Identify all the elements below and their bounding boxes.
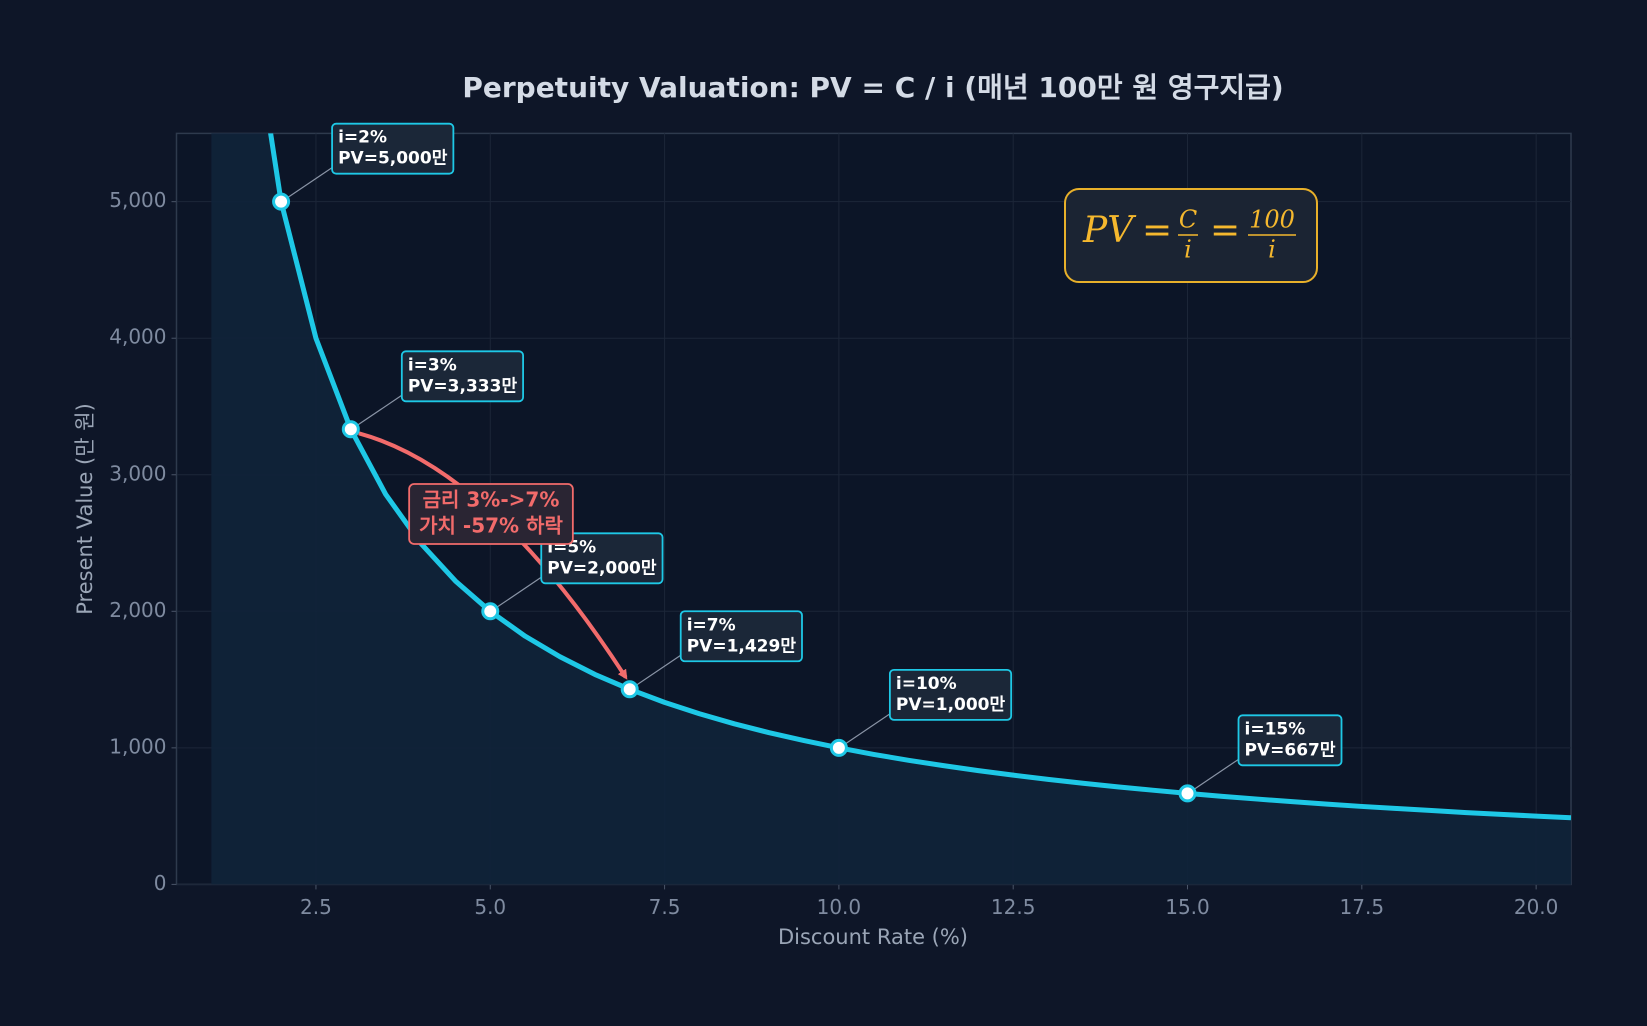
label-leader xyxy=(634,654,682,687)
label-box xyxy=(400,350,524,403)
formula-text: 100 xyxy=(1249,206,1295,234)
plot-layer xyxy=(211,133,1571,885)
formula-text: i xyxy=(1268,236,1276,264)
label-text: PV=1,000만 xyxy=(896,695,1006,715)
x-tick-label: 15.0 xyxy=(1165,895,1210,919)
y-tick-label: 5,000 xyxy=(109,188,166,212)
marker xyxy=(620,680,639,699)
marker xyxy=(341,420,360,439)
label-box xyxy=(331,122,455,175)
y-tick-label: 0 xyxy=(154,871,167,895)
y-axis-label: Present Value (만 원) xyxy=(73,403,97,615)
formula-text: = xyxy=(1210,210,1240,251)
formula-text: PV xyxy=(1082,210,1137,251)
x-tick-label: 7.5 xyxy=(649,895,681,919)
label-text: i=7% xyxy=(687,615,736,635)
y-tick-label: 1,000 xyxy=(109,734,166,758)
label-text: PV=667만 xyxy=(1245,740,1336,760)
area-fill xyxy=(211,133,1571,885)
x-axis-label: Discount Rate (%) xyxy=(778,925,968,949)
formula-text: i xyxy=(1184,236,1192,264)
label-box xyxy=(540,532,664,585)
label-box xyxy=(679,610,803,663)
x-tick-label: 12.5 xyxy=(991,895,1036,919)
label-leader xyxy=(494,576,542,609)
x-tick-label: 17.5 xyxy=(1340,895,1385,919)
marker xyxy=(272,192,291,211)
label-box xyxy=(888,668,1013,721)
label-leader xyxy=(285,167,333,200)
label-leader xyxy=(355,394,403,427)
label-text: i=10% xyxy=(896,674,957,694)
formula-text: = xyxy=(1142,210,1172,251)
label-text: PV=1,429만 xyxy=(687,636,797,656)
label-text: i=3% xyxy=(408,355,457,375)
label-text: i=2% xyxy=(338,128,387,148)
x-tick-label: 10.0 xyxy=(817,895,862,919)
chart-title: Perpetuity Valuation: PV = C / i (매년 100… xyxy=(462,71,1283,104)
label-box xyxy=(1237,714,1343,767)
label-text: PV=5,000만 xyxy=(338,149,448,169)
marker xyxy=(1178,784,1197,803)
label-leader xyxy=(1192,758,1239,791)
label-text: i=15% xyxy=(1245,719,1306,739)
label-leader xyxy=(843,713,891,746)
marker xyxy=(829,738,848,757)
formula-text: C xyxy=(1179,206,1197,234)
marker xyxy=(481,602,500,621)
label-text: PV=3,333만 xyxy=(408,376,518,396)
x-tick-label: 20.0 xyxy=(1514,895,1559,919)
annotation-text: 금리 3%->7% xyxy=(423,488,560,512)
label-text: PV=2,000만 xyxy=(547,558,657,578)
y-tick-label: 4,000 xyxy=(109,325,166,349)
annotation-text: 가치 -57% 하락 xyxy=(419,514,563,538)
y-tick-label: 3,000 xyxy=(109,461,166,485)
y-tick-label: 2,000 xyxy=(109,598,166,622)
annotation-box xyxy=(408,483,574,545)
line xyxy=(268,133,1571,821)
x-tick-label: 5.0 xyxy=(474,895,506,919)
x-tick-label: 2.5 xyxy=(300,895,332,919)
